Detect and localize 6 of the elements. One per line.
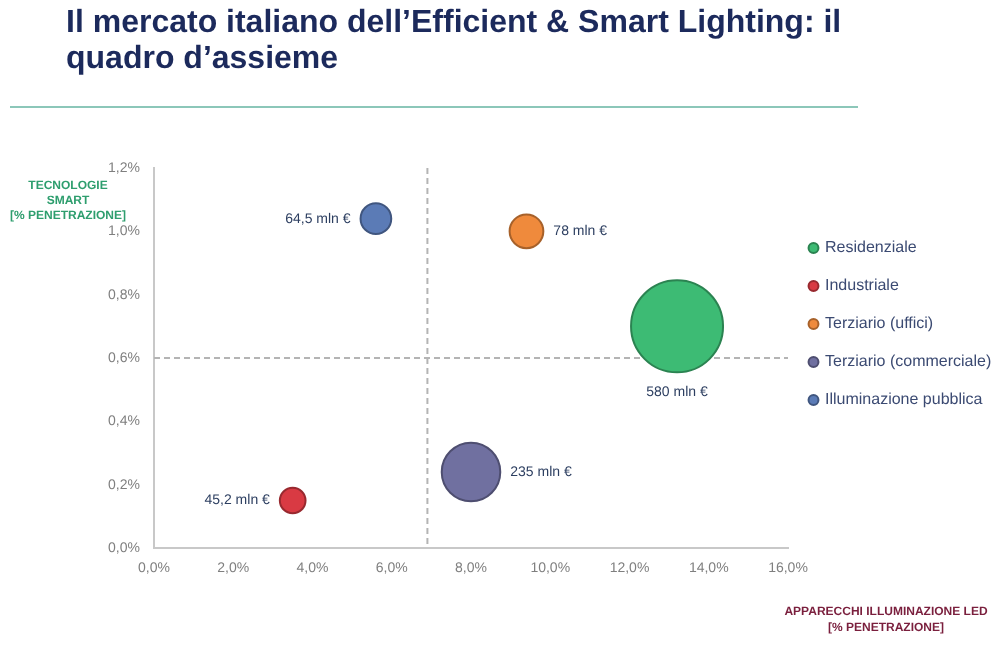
legend-label: Illuminazione pubblica	[825, 390, 984, 409]
legend-label: Industriale	[825, 276, 900, 295]
legend-label: Residenziale	[825, 238, 918, 257]
legend-label: Terziario (uffici)	[825, 314, 934, 333]
chart-title: Il mercato italiano dell’Efficient & Smart Lighting: il quadro d’assieme	[66, 6, 844, 78]
legend-label: Terziario (commerciale)	[825, 352, 992, 371]
